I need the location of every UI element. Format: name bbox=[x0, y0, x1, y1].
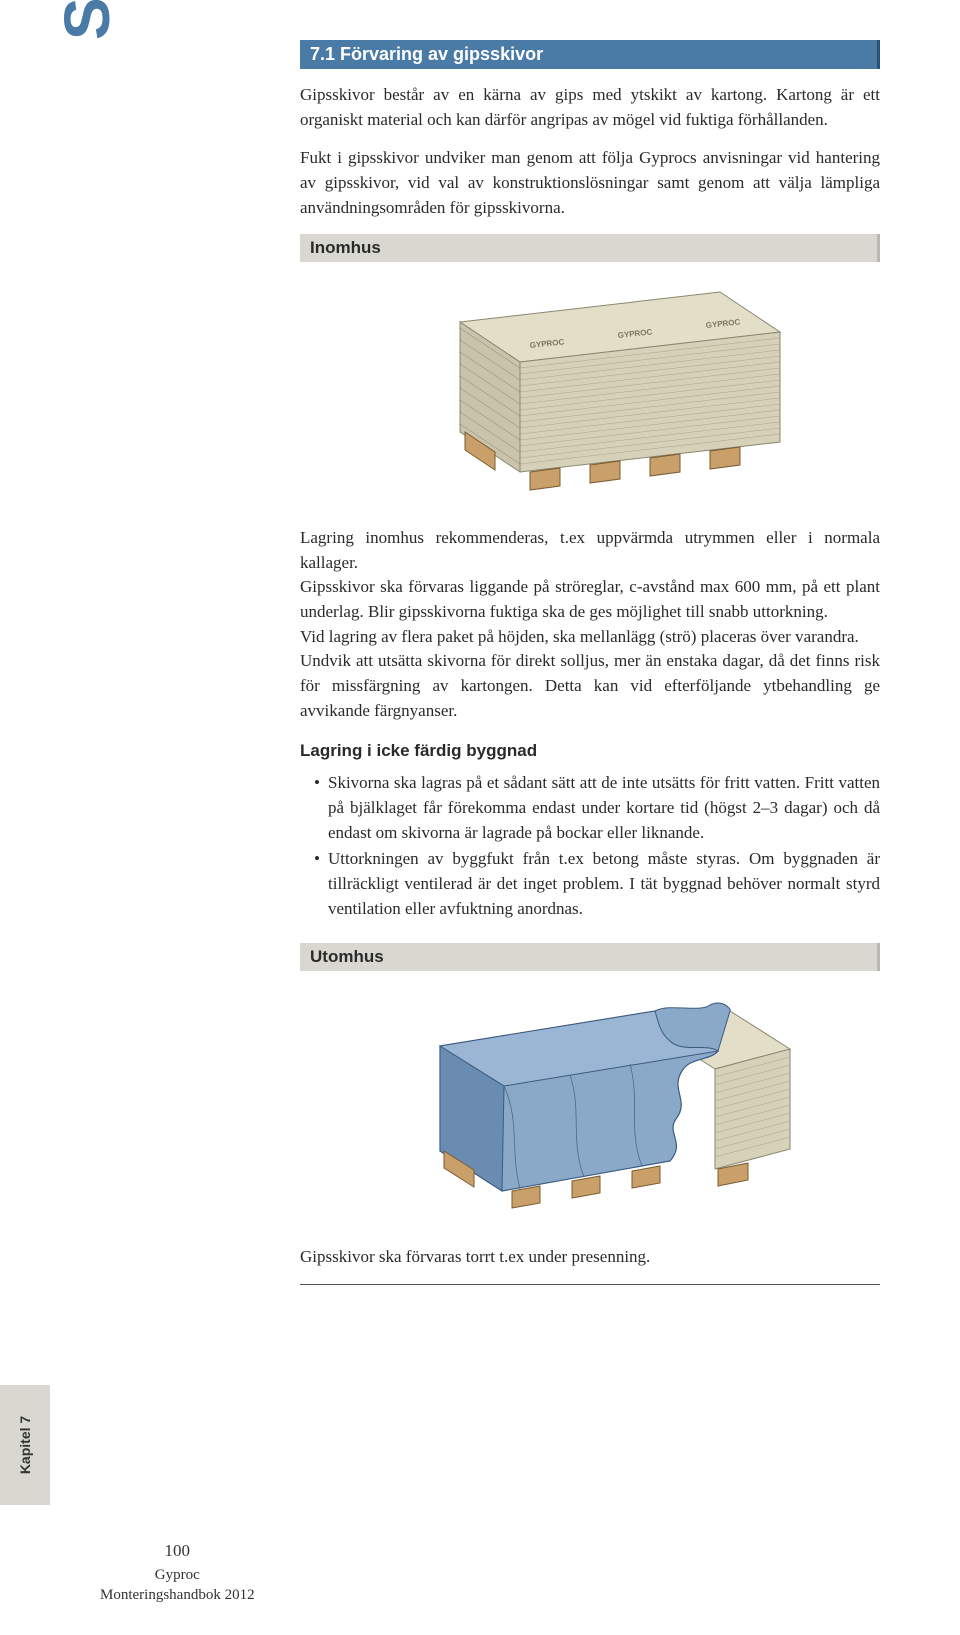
sidebar-title-text: SKIVOR bbox=[51, 0, 123, 40]
figure-indoor-stack: GYPROC GYPROC GYPROC bbox=[300, 282, 880, 502]
inomhus-p1: Lagring inomhus rekommenderas, t.ex uppv… bbox=[300, 526, 880, 575]
main-content: 7.1 Förvaring av gipsskivor Gipsskivor b… bbox=[300, 0, 880, 1285]
covered-stack-illustration-svg bbox=[370, 991, 810, 1221]
chapter-tab-text: Kapitel 7 bbox=[17, 1416, 33, 1474]
bullet-2: Uttorkningen av byggfukt från t.ex beton… bbox=[314, 847, 880, 921]
inomhus-p2: Gipsskivor ska förvaras liggande på strö… bbox=[300, 575, 880, 624]
utomhus-p1: Gipsskivor ska förvaras torrt t.ex under… bbox=[300, 1245, 880, 1270]
section-heading-text: 7.1 Förvaring av gipsskivor bbox=[310, 44, 543, 64]
footer: 100 Gyproc Monteringshandbok 2012 bbox=[100, 1540, 255, 1605]
intro-paragraph-1: Gipsskivor består av en kärna av gips me… bbox=[300, 83, 880, 132]
chapter-tab: Kapitel 7 bbox=[0, 1385, 50, 1505]
intro-paragraph-2: Fukt i gipsskivor undviker man genom att… bbox=[300, 146, 880, 220]
subheading-inomhus: Inomhus bbox=[300, 234, 880, 262]
bullet-1: Skivorna ska lagras på et sådant sätt at… bbox=[314, 771, 880, 845]
subheading-utomhus-text: Utomhus bbox=[310, 947, 384, 966]
divider bbox=[300, 1284, 880, 1285]
subheading-inomhus-text: Inomhus bbox=[310, 238, 381, 257]
page-number: 100 bbox=[100, 1540, 255, 1563]
stack-illustration-svg: GYPROC GYPROC GYPROC bbox=[380, 282, 800, 502]
lagring-title: Lagring i icke färdig byggnad bbox=[300, 741, 880, 761]
footer-line2: Monteringshandbok 2012 bbox=[100, 1585, 255, 1605]
sidebar-title: SKIVOR bbox=[50, 0, 124, 40]
section-heading: 7.1 Förvaring av gipsskivor bbox=[300, 40, 880, 69]
lagring-bullets: Skivorna ska lagras på et sådant sätt at… bbox=[300, 771, 880, 921]
inomhus-p4: Undvik att utsätta skivorna för direkt s… bbox=[300, 649, 880, 723]
figure-outdoor-stack bbox=[300, 991, 880, 1221]
inomhus-p3: Vid lagring av flera paket på höjden, sk… bbox=[300, 625, 880, 650]
subheading-utomhus: Utomhus bbox=[300, 943, 880, 971]
footer-line1: Gyproc bbox=[100, 1565, 255, 1585]
